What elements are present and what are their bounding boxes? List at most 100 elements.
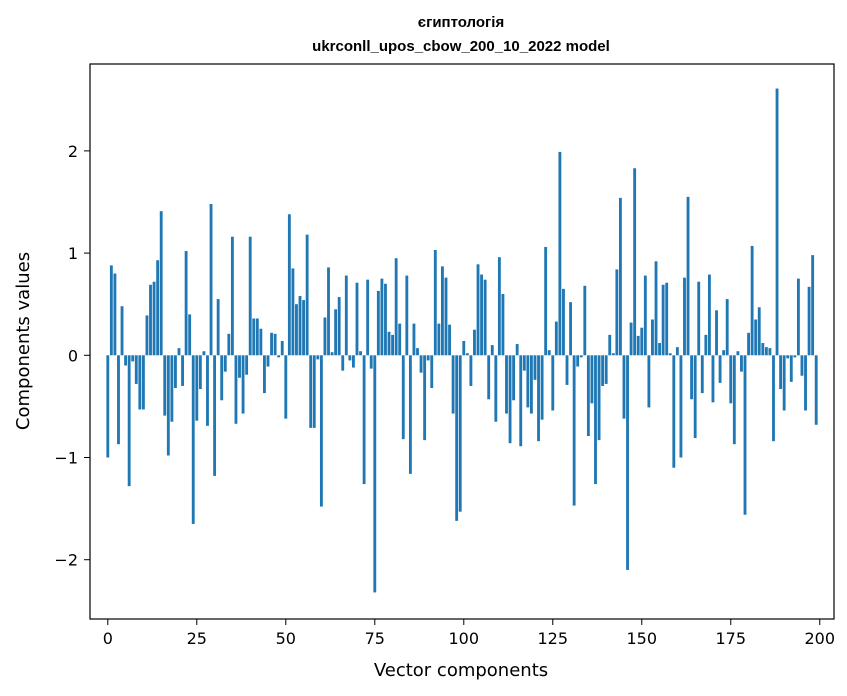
bar-54 xyxy=(298,296,302,356)
x-tick-label: 0 xyxy=(103,629,113,648)
bar-141 xyxy=(608,334,612,356)
bar-163 xyxy=(686,196,690,356)
bar-132 xyxy=(576,355,580,367)
bar-45 xyxy=(266,355,270,367)
bar-84 xyxy=(405,275,409,356)
bar-61 xyxy=(323,317,327,356)
bar-3 xyxy=(117,355,120,445)
y-tick-label: −1 xyxy=(54,449,78,468)
bar-7 xyxy=(131,355,135,362)
x-axis-ticks: 0 25 50 75 100 125 150 175 200 xyxy=(103,619,835,648)
bar-148 xyxy=(633,168,637,356)
y-axis-label: Components values xyxy=(13,252,34,430)
bar-102 xyxy=(469,355,473,386)
bar-134 xyxy=(583,285,587,356)
bar-91 xyxy=(430,355,434,389)
x-tick-label: 150 xyxy=(626,629,657,648)
bar-38 xyxy=(241,355,245,414)
bar-44 xyxy=(263,355,266,394)
bar-15 xyxy=(159,211,163,356)
x-tick-label: 125 xyxy=(538,629,569,648)
bar-60 xyxy=(319,355,323,507)
bar-184 xyxy=(761,343,765,356)
bar-189 xyxy=(779,355,783,390)
bar-143 xyxy=(615,269,619,356)
bar-65 xyxy=(337,297,341,356)
bar-116 xyxy=(519,355,523,447)
bar-37 xyxy=(238,355,241,378)
bar-109 xyxy=(494,355,498,422)
bar-0 xyxy=(106,355,110,458)
bar-43 xyxy=(259,328,263,356)
bar-53 xyxy=(295,304,298,356)
bar-194 xyxy=(796,278,800,356)
bar-1 xyxy=(109,265,113,356)
bar-50 xyxy=(284,355,288,419)
bar-93 xyxy=(437,323,441,356)
bar-13 xyxy=(152,281,156,356)
bar-55 xyxy=(302,300,306,356)
bar-177 xyxy=(736,351,740,356)
bar-138 xyxy=(597,355,601,441)
y-tick-label: −2 xyxy=(54,551,78,570)
x-tick-label: 50 xyxy=(276,629,296,648)
bar-58 xyxy=(312,355,316,428)
bar-80 xyxy=(391,334,395,356)
bar-158 xyxy=(668,353,672,356)
bar-52 xyxy=(291,268,295,356)
bar-57 xyxy=(309,355,313,428)
bar-40 xyxy=(248,236,252,356)
bar-147 xyxy=(629,322,633,356)
bar-42 xyxy=(255,318,259,356)
bar-46 xyxy=(270,332,273,356)
bar-11 xyxy=(145,315,149,356)
bar-159 xyxy=(672,355,676,468)
bar-25 xyxy=(195,355,199,421)
x-tick-label: 25 xyxy=(187,629,207,648)
bar-149 xyxy=(636,335,640,356)
y-axis-ticks: −2 −1 0 1 2 xyxy=(54,142,90,570)
bar-111 xyxy=(501,293,505,356)
bar-78 xyxy=(384,283,387,356)
bar-79 xyxy=(387,331,391,356)
bar-129 xyxy=(565,355,569,385)
bar-137 xyxy=(594,355,597,485)
bar-183 xyxy=(757,307,761,356)
bar-176 xyxy=(732,355,736,445)
bar-110 xyxy=(497,257,501,356)
bar-81 xyxy=(394,258,398,356)
bar-51 xyxy=(287,214,291,356)
bar-139 xyxy=(601,355,605,386)
bar-73 xyxy=(366,279,370,356)
bar-24 xyxy=(191,355,195,524)
bar-108 xyxy=(490,345,494,356)
bar-9 xyxy=(138,355,142,410)
bar-94 xyxy=(441,266,444,356)
bar-175 xyxy=(729,355,733,404)
bar-99 xyxy=(458,355,462,512)
bar-100 xyxy=(462,340,466,356)
bar-103 xyxy=(473,329,476,356)
bar-85 xyxy=(408,355,412,474)
bar-164 xyxy=(690,355,694,400)
bar-12 xyxy=(149,284,152,356)
bar-174 xyxy=(725,299,729,356)
bar-170 xyxy=(711,355,715,403)
bar-182 xyxy=(754,319,758,356)
bar-126 xyxy=(554,321,558,356)
bar-145 xyxy=(622,355,626,419)
bar-2 xyxy=(113,273,117,356)
bar-59 xyxy=(316,355,320,360)
bar-8 xyxy=(134,355,138,384)
bar-72 xyxy=(362,355,366,485)
y-tick-label: 1 xyxy=(68,244,78,263)
bar-47 xyxy=(273,333,277,356)
bar-190 xyxy=(782,355,786,411)
bar-198 xyxy=(811,255,815,356)
bar-75 xyxy=(373,355,377,593)
bar-49 xyxy=(280,340,284,356)
bar-181 xyxy=(750,245,754,356)
bar-92 xyxy=(433,250,437,356)
bar-151 xyxy=(643,275,647,356)
